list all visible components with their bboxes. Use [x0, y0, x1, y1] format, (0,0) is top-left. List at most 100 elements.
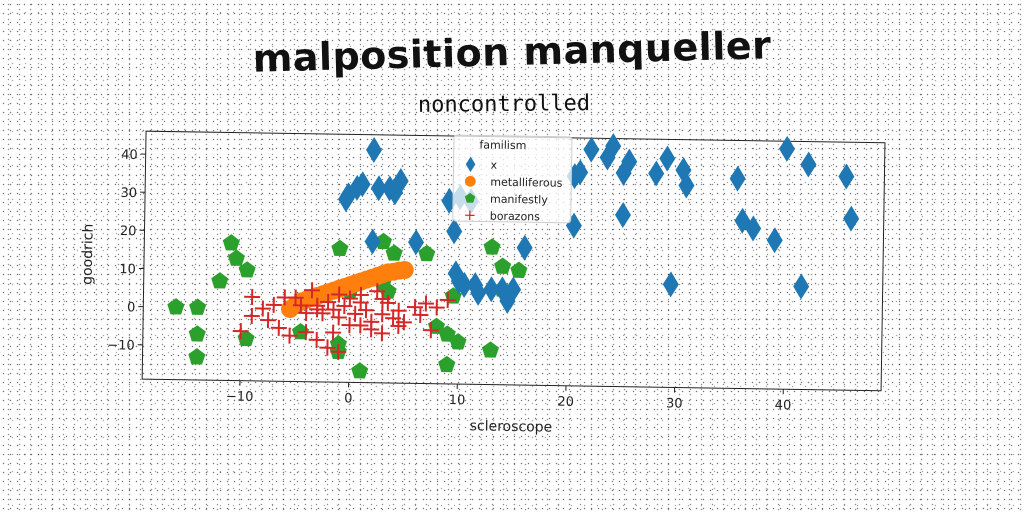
- x-point: [766, 227, 783, 254]
- manifestly-point: [331, 239, 349, 257]
- borazons-point: [428, 299, 445, 316]
- x-point: [734, 207, 751, 234]
- manifestly-point: [188, 325, 206, 342]
- borazons-point: [309, 297, 326, 314]
- x-point: [516, 234, 533, 261]
- y-tick-label: 10: [119, 262, 136, 277]
- legend-marker-manifestly: [464, 192, 476, 203]
- x-point: [408, 229, 425, 256]
- y-tick-label: 20: [120, 224, 137, 239]
- x-point: [565, 212, 582, 239]
- x-point: [494, 276, 511, 303]
- legend-box: [452, 134, 573, 224]
- legend-title: familism: [479, 138, 526, 152]
- manifestly-point: [494, 257, 512, 274]
- borazons-point: [298, 305, 315, 322]
- borazons-point: [260, 312, 277, 329]
- manifestly-point: [188, 348, 206, 365]
- x-point: [800, 151, 817, 178]
- legend-marker-borazons: [464, 210, 475, 221]
- borazons-point: [417, 295, 434, 312]
- borazons-point: [330, 343, 347, 360]
- x-point: [648, 160, 665, 187]
- x-point: [779, 135, 796, 162]
- manifestly-point: [481, 341, 499, 358]
- x-point: [446, 218, 463, 245]
- borazons-point: [265, 296, 282, 313]
- axis-ticks: −10 0 10 20 30 40 −10 0 10 20 30 40: [107, 148, 792, 414]
- manifestly-point: [385, 244, 403, 261]
- x-point: [354, 171, 371, 198]
- borazons-point: [297, 324, 314, 341]
- x-point: [838, 163, 855, 190]
- x-tick-label: 30: [666, 396, 683, 411]
- y-tick-label: −10: [107, 338, 135, 353]
- x-point: [659, 145, 676, 172]
- borazons-point: [374, 290, 391, 308]
- x-point: [392, 167, 409, 194]
- borazons-point: [390, 302, 407, 319]
- borazons-point: [422, 322, 439, 339]
- legend-label-manifestly: manifestly: [490, 193, 548, 207]
- borazons-point: [358, 302, 375, 319]
- manifestly-point: [418, 244, 436, 262]
- legend: familism x metalliferous manifestly borazons: [452, 134, 573, 224]
- x-point: [675, 157, 692, 184]
- x-point: [745, 215, 762, 242]
- borazons-point: [243, 307, 260, 325]
- manifestly-point: [167, 298, 185, 315]
- x-point: [366, 137, 383, 164]
- manifestly-point: [438, 355, 456, 373]
- metalliferous-point: [395, 260, 414, 279]
- manifestly-point: [222, 234, 240, 251]
- plot-area: −10 0 10 20 30 40 −10 0 10 20 30 40 familism x metall…: [80, 130, 886, 436]
- manifestly-point: [449, 333, 467, 350]
- borazons-point: [270, 319, 287, 336]
- data-marks: [167, 133, 860, 379]
- x-tick-label: 0: [344, 391, 353, 406]
- y-tick-label: 40: [121, 148, 138, 163]
- borazons-point: [281, 327, 298, 344]
- manifestly-point: [510, 261, 528, 278]
- manifestly-point: [374, 232, 392, 250]
- manifestly-point: [438, 325, 456, 342]
- borazons-point: [244, 288, 261, 305]
- x-tick-label: −10: [226, 389, 254, 404]
- x-tick-label: 40: [775, 398, 792, 413]
- x-point: [370, 175, 387, 202]
- borazons-point: [373, 325, 391, 342]
- x-point: [729, 165, 746, 192]
- manifestly-point: [211, 272, 229, 289]
- borazons-point: [439, 291, 456, 309]
- x-point: [364, 228, 381, 255]
- borazons-point: [341, 290, 358, 307]
- borazons-point: [412, 306, 429, 323]
- x-point: [662, 271, 679, 298]
- borazons-point: [254, 300, 271, 317]
- legend-label-metalliferous: metalliferous: [490, 176, 563, 190]
- borazons-point: [347, 305, 364, 322]
- legend-marker-metalliferous: [464, 175, 476, 187]
- x-point: [499, 287, 516, 314]
- y-tick-label: 0: [127, 300, 136, 315]
- x-axis-label: scleroscope: [470, 418, 553, 435]
- x-point: [470, 279, 487, 306]
- x-point: [483, 276, 500, 303]
- series-borazons: [232, 282, 456, 360]
- borazons-point: [319, 339, 336, 356]
- borazons-point: [330, 309, 347, 326]
- borazons-point: [352, 286, 369, 303]
- manifestly-point: [238, 261, 256, 278]
- manifestly-point: [189, 298, 207, 315]
- x-point: [615, 160, 632, 187]
- borazons-point: [331, 286, 348, 303]
- series-x: [338, 133, 860, 314]
- x-point: [793, 273, 810, 300]
- x-point: [614, 201, 631, 228]
- legend-label-x: x: [490, 159, 497, 172]
- borazons-point: [308, 331, 325, 348]
- x-tick-label: 20: [557, 395, 574, 410]
- legend-label-borazons: borazons: [490, 210, 541, 224]
- x-point: [583, 136, 600, 163]
